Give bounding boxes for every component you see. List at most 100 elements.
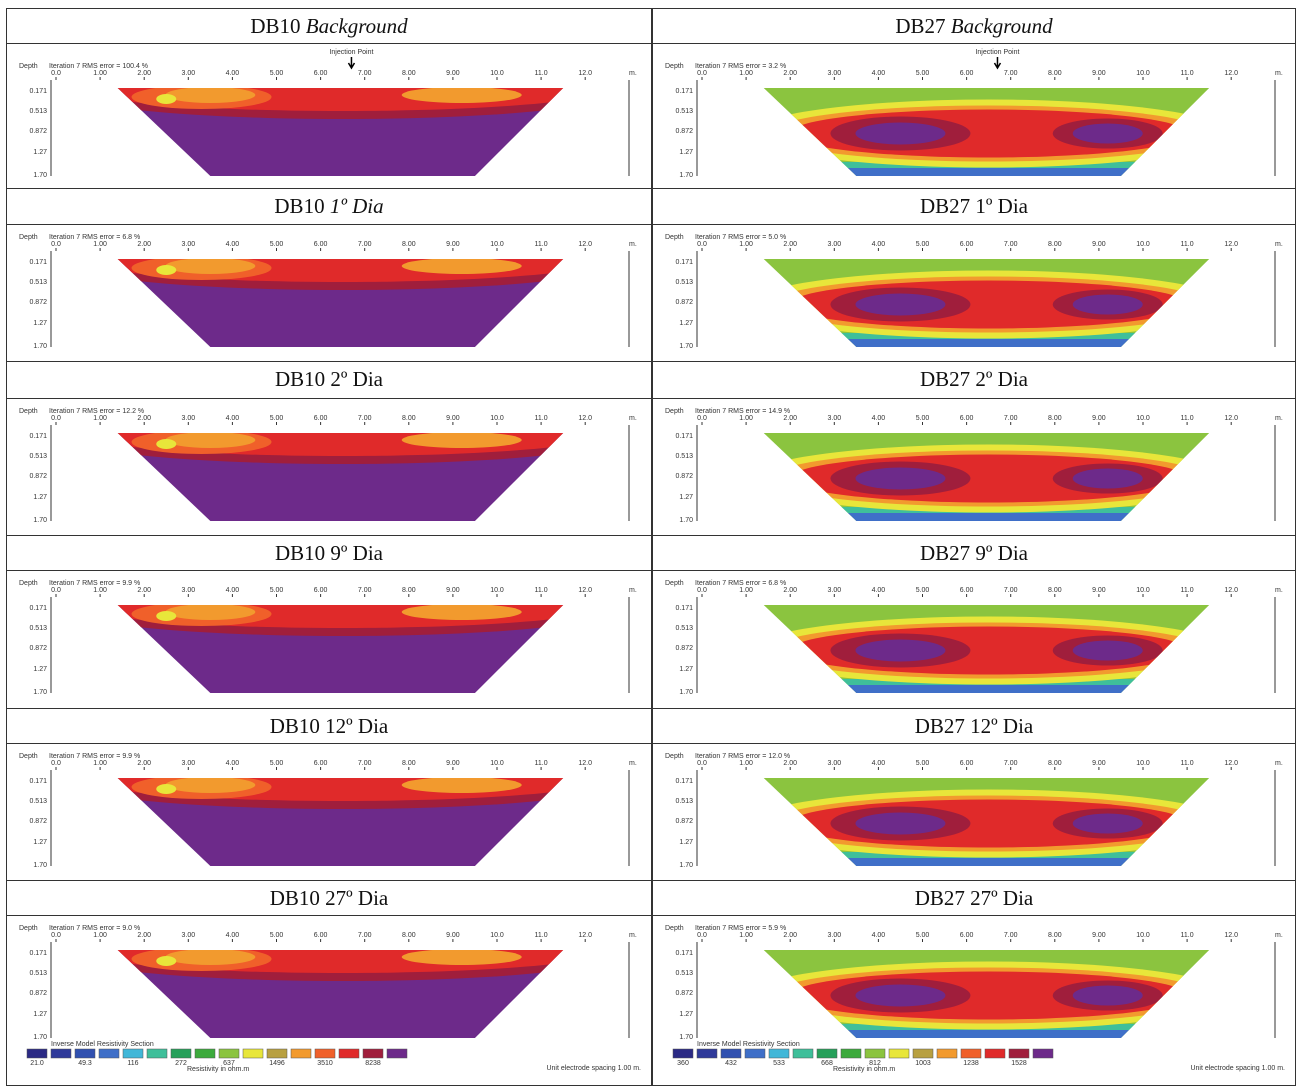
panel: Depth Iteration 7 RMS error = 12.2 % 0.0 1.…	[6, 398, 652, 536]
depth-tick-label: 1.27	[33, 1011, 47, 1018]
x-tick-label: 11.0	[1181, 241, 1194, 248]
x-tick-label: 0.0	[697, 932, 707, 939]
section-plot: Depth Iteration 7 RMS error = 6.8 %0.0 1.0…	[19, 234, 637, 350]
depth-tick-label: 1.27	[679, 149, 693, 156]
x-tick-label: 12.0	[578, 587, 592, 594]
x-tick-label: 7.00	[1004, 760, 1018, 767]
contour-band	[855, 984, 946, 1007]
legend-swatch	[1032, 1048, 1054, 1059]
x-tick-label: 12.0	[578, 70, 592, 77]
depth-label: Depth	[19, 234, 38, 241]
x-tick-label: 0.0	[697, 70, 707, 77]
day-label: 9º Dia	[330, 541, 384, 565]
legend-swatch	[720, 1048, 742, 1059]
contour-band	[763, 685, 1210, 693]
x-tick-label: 10.0	[490, 241, 504, 248]
x-tick-label: 9.00	[1092, 760, 1106, 767]
x-tick-label: 7.00	[1004, 932, 1018, 939]
contour-band	[165, 950, 256, 965]
rms-label: Iteration 7 RMS error = 9.9 %	[49, 580, 140, 587]
legend-swatch	[936, 1048, 958, 1059]
depth-tick-label: 0.872	[675, 299, 693, 306]
legend-swatch	[170, 1048, 192, 1059]
depth-label: Depth	[665, 753, 684, 760]
x-unit: m.	[629, 932, 637, 939]
arrow	[347, 57, 356, 70]
depth-tick-label: 0.513	[675, 453, 693, 460]
site: DB27	[914, 886, 965, 910]
x-tick-label: 8.00	[402, 415, 416, 422]
depth-tick-label: 1.27	[679, 494, 693, 501]
x-tick-label: 1.00	[739, 932, 753, 939]
x-tick-label: 0.0	[51, 932, 61, 939]
x-tick-label: 12.0	[1224, 241, 1238, 248]
legend-swatch	[696, 1048, 718, 1059]
depth-tick-label: 0.513	[29, 108, 47, 115]
x-tick-label: 2.00	[137, 932, 151, 939]
x-tick-label: 5.00	[270, 932, 284, 939]
x-tick-label: 0.0	[697, 760, 707, 767]
legend-swatch	[290, 1048, 312, 1059]
contour-band	[1072, 640, 1143, 661]
x-tick-label: 11.0	[1181, 70, 1194, 77]
x-tick-label: 2.00	[783, 415, 797, 422]
legend-swatch	[864, 1048, 886, 1059]
x-tick-label: 11.0	[1181, 587, 1194, 594]
x-tick-label: 1.00	[93, 587, 107, 594]
x-tick-label: 4.00	[226, 932, 240, 939]
x-tick-label: 2.00	[783, 932, 797, 939]
x-tick-label: 1.00	[739, 760, 753, 767]
x-tick-label: 3.00	[181, 241, 195, 248]
panel: Depth Iteration 7 RMS error = 9.9 % 0.0 1.0…	[6, 743, 652, 881]
site: DB27	[895, 14, 946, 38]
rms-label: Iteration 7 RMS error = 14.9 %	[695, 408, 790, 415]
site: DB27	[919, 541, 971, 565]
depth-label: Depth	[19, 580, 38, 587]
site: DB10	[274, 194, 325, 218]
depth-tick-label: 0.513	[29, 970, 47, 977]
legend-value: 812	[869, 1060, 881, 1067]
x-tick-label: 3.00	[827, 932, 841, 939]
x-tick-label: 2.00	[137, 760, 151, 767]
rms-label: Iteration 7 RMS error = 12.2 %	[49, 408, 144, 415]
depth-tick-label: 0.171	[675, 950, 693, 957]
x-tick-label: 11.0	[535, 241, 548, 248]
depth-tick-label: 0.171	[675, 88, 693, 95]
contour	[763, 778, 1210, 866]
x-tick-label: 8.00	[1048, 932, 1062, 939]
site: DB10	[269, 886, 320, 910]
contour-band	[855, 293, 946, 316]
x-tick-label: 10.0	[490, 415, 504, 422]
site: DB27	[914, 714, 965, 738]
depth-tick-label: 0.171	[29, 88, 47, 95]
x-tick-label: 12.0	[578, 415, 592, 422]
x-tick-label: 9.00	[1092, 932, 1106, 939]
contour-band	[855, 467, 946, 490]
depth-tick-label: 1.27	[33, 839, 47, 846]
panel: Depth Iteration 7 RMS error = 5.9 % 0.0 1.0…	[652, 915, 1296, 1086]
x-tick-label: 2.00	[783, 760, 797, 767]
depth-tick-label: 0.171	[29, 778, 47, 785]
depth-tick-label: 0.171	[29, 259, 47, 266]
legend-swatch	[194, 1048, 216, 1059]
section-plot: Depth Iteration 7 RMS error = 9.9 %0.0 1.0…	[19, 580, 637, 696]
cell-title: DB10 Background	[6, 8, 652, 44]
cell-title: DB27 9º Dia	[652, 535, 1296, 571]
x-tick-label: 9.00	[1092, 70, 1106, 77]
legend-value: 1496	[269, 1060, 285, 1067]
contour-band	[165, 778, 256, 793]
x-tick-label: 9.00	[446, 241, 460, 248]
x-tick-label: 6.00	[314, 241, 328, 248]
section-plot: Depth Iteration 7 RMS error = 14.9 %0.0 1.…	[665, 408, 1283, 524]
contour	[117, 88, 564, 176]
x-tick-label: 6.00	[960, 415, 974, 422]
contour-band	[763, 1030, 1210, 1038]
legend-swatch	[362, 1048, 384, 1059]
legend-swatch	[26, 1048, 48, 1059]
legend-value: 1003	[915, 1060, 931, 1067]
depth-tick-label: 0.171	[675, 778, 693, 785]
x-tick-label: 6.00	[960, 760, 974, 767]
day-label: 2º Dia	[975, 367, 1029, 391]
x-tick-label: 5.00	[270, 587, 284, 594]
